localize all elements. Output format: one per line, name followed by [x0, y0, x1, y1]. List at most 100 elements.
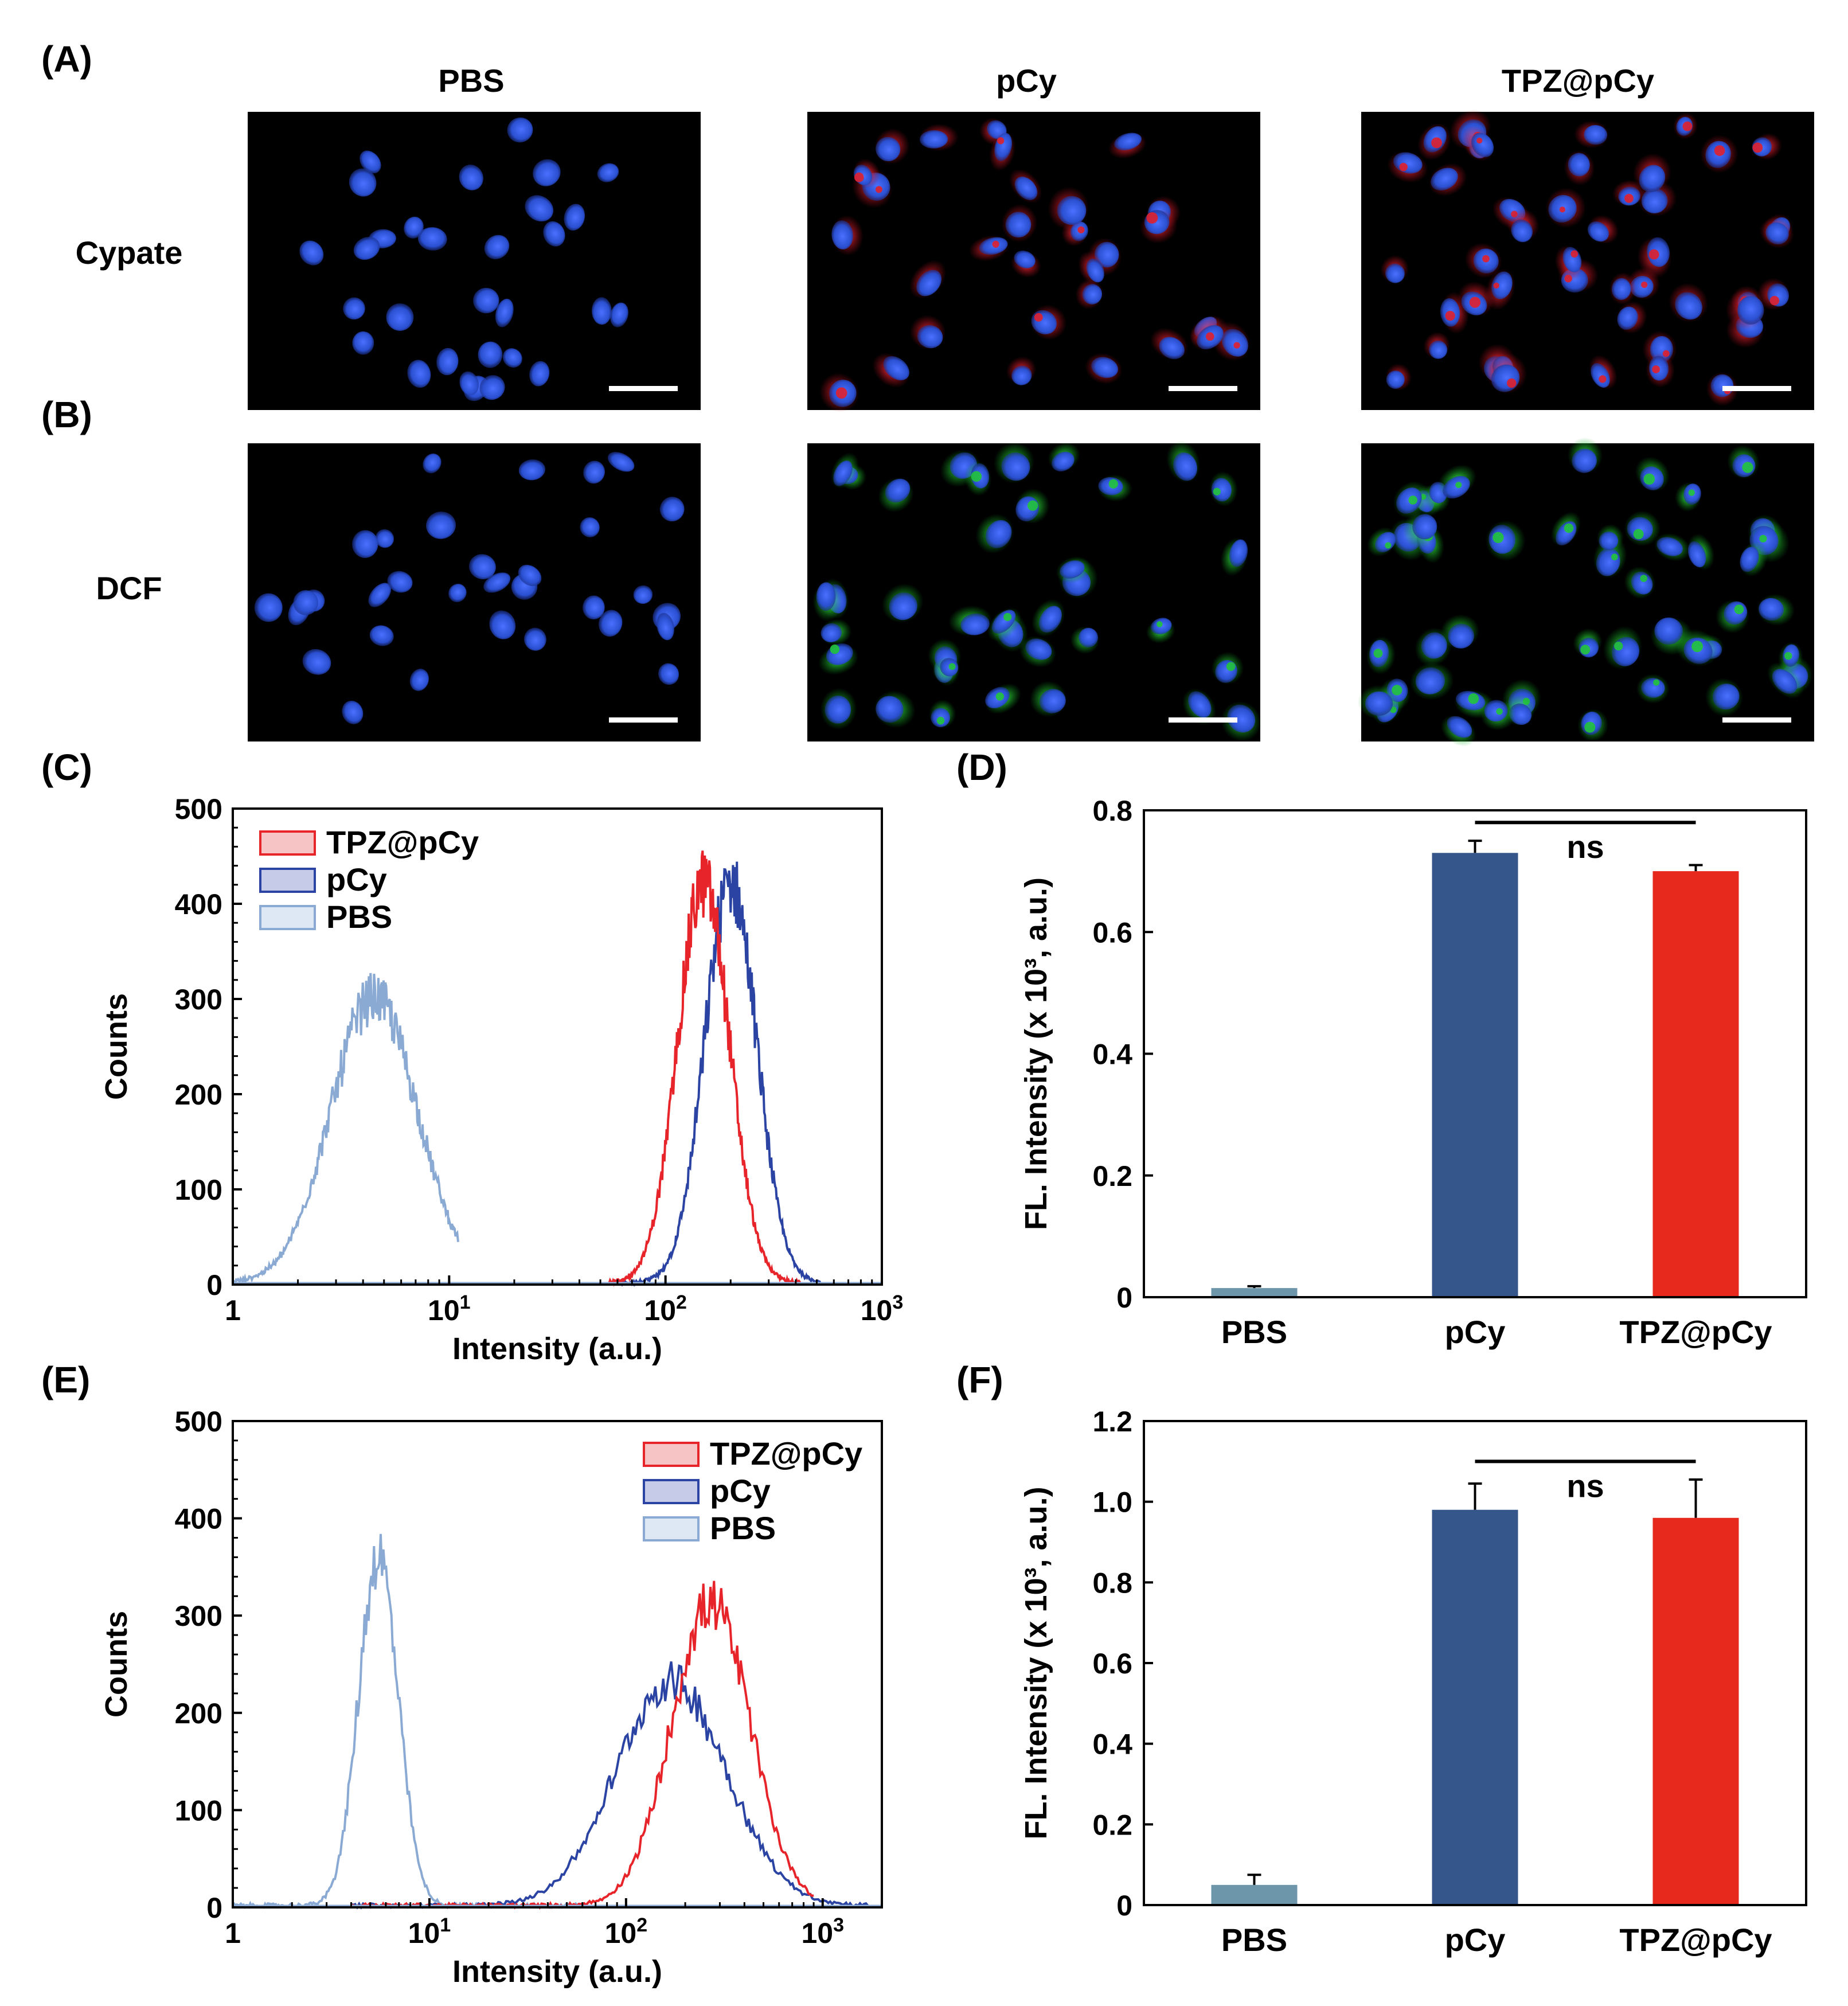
cell-nucleus: [1014, 251, 1036, 268]
x-tick-label: 101: [408, 1914, 451, 1949]
cell-nucleus: [342, 700, 364, 724]
cell-nucleus: [489, 610, 516, 639]
y-tick-label: 200: [175, 1079, 222, 1111]
category-label: TPZ@pCy: [1619, 1922, 1772, 1958]
y-tick-label: 300: [175, 1600, 222, 1632]
scale-bar: [1722, 717, 1791, 723]
x-axis-label: Intensity (a.u.): [452, 1954, 662, 1989]
micrograph-cypate-tpz-pcy: [1361, 109, 1814, 410]
cell-nucleus: [580, 517, 600, 537]
cypate-spot: [1205, 332, 1214, 341]
micrograph-dcf-tpz-pcy: [1357, 437, 1814, 747]
dcf-spot: [1614, 641, 1623, 651]
cell-nucleus: [409, 669, 429, 691]
cell-nucleus: [1772, 669, 1798, 694]
cell-nucleus: [1173, 452, 1198, 481]
cypate-spot: [1570, 250, 1579, 258]
legend-label: pCy: [326, 861, 387, 897]
cell-nucleus: [583, 460, 605, 484]
scale-bar: [609, 386, 678, 391]
cell-nucleus: [459, 165, 483, 190]
cell-nucleus: [479, 375, 505, 400]
legend-swatch: [259, 868, 316, 893]
cell-nucleus: [483, 572, 511, 593]
cell-nucleus: [1114, 132, 1142, 151]
category-label: PBS: [1221, 1922, 1287, 1958]
dcf-spot: [1564, 523, 1574, 533]
significance-label: ns: [1566, 829, 1604, 865]
cypate-spot: [1507, 378, 1517, 388]
dcf-spot: [1633, 529, 1644, 540]
cell-nucleus: [404, 216, 424, 239]
cell-nucleus: [507, 117, 533, 143]
y-tick-label: 1.0: [1092, 1486, 1132, 1519]
cell-nucleus: [417, 227, 447, 251]
cell-nucleus: [1365, 691, 1393, 716]
scale-bar: [609, 717, 678, 723]
cell-nucleus: [885, 478, 911, 503]
cypate-spot: [1469, 296, 1481, 308]
series-line-tpz-pcy: [350, 1580, 814, 1910]
dcf-spot: [995, 692, 1005, 701]
cell-nucleus: [833, 460, 853, 486]
cell-nucleus: [876, 696, 904, 723]
y-tick-label: 0: [206, 1892, 222, 1924]
cell-nucleus: [459, 371, 479, 396]
cell-nucleus: [518, 459, 545, 481]
cell-nucleus: [1060, 560, 1085, 579]
cell-nucleus: [352, 331, 374, 355]
cell-nucleus: [1737, 296, 1764, 325]
cypate-spot: [1493, 282, 1499, 289]
cell-nucleus: [1057, 196, 1087, 225]
cell-nucleus: [1227, 704, 1256, 733]
cypate-spot: [992, 240, 999, 248]
cell-nucleus: [1675, 292, 1702, 320]
bar-tpz-pcy: [1652, 871, 1739, 1297]
cell-nucleus: [1617, 306, 1638, 330]
dcf-spot: [1157, 621, 1163, 627]
cypate-spot: [1599, 375, 1607, 383]
dcf-spot: [971, 471, 982, 482]
dcf-spot: [936, 716, 945, 725]
cypate-spot: [1559, 206, 1566, 213]
legend-swatch: [259, 830, 316, 856]
cypate-spot: [1648, 249, 1659, 260]
cell-nucleus: [1415, 667, 1445, 694]
column-header-pbs: PBS: [438, 63, 504, 99]
cell-nucleus: [525, 195, 554, 222]
cell-nucleus: [349, 168, 377, 197]
cell-nucleus: [1385, 263, 1405, 283]
column-header-pcy: pCy: [996, 63, 1057, 99]
dcf-spot: [1027, 500, 1038, 511]
cell-nucleus: [610, 302, 628, 327]
cell-nucleus: [1599, 531, 1619, 551]
cell-nucleus: [607, 452, 635, 472]
cell-nucleus: [533, 159, 561, 186]
category-label: pCy: [1445, 1314, 1506, 1350]
cell-nucleus: [1656, 537, 1683, 556]
cell-nucleus: [1471, 132, 1494, 157]
x-tick-label: 1: [225, 1294, 241, 1326]
cell-nucleus: [353, 236, 380, 260]
cell-nucleus: [1484, 700, 1508, 722]
cell-nucleus: [1431, 167, 1458, 191]
cypate-spot: [1476, 138, 1483, 144]
cypate-spot: [1769, 295, 1780, 306]
cell-nucleus: [564, 204, 585, 231]
dcf-spot: [1385, 542, 1392, 549]
y-tick-label: 0: [1116, 1282, 1132, 1314]
cell-nucleus: [518, 564, 542, 587]
series-line-pbs: [232, 1533, 584, 1910]
cell-nucleus: [448, 584, 467, 603]
cell-nucleus: [1014, 177, 1038, 200]
bar-chart-d: PBS pCy TPZ@pCy 0 0.2 0.4 0.6 0.8 ns FL. Intensit…: [1019, 795, 1807, 1350]
y-tick-label: 0.6: [1092, 916, 1132, 949]
legend-label: pCy: [710, 1473, 771, 1509]
legend-swatch: [643, 1442, 700, 1467]
cell-nucleus: [473, 287, 499, 314]
cell-nucleus: [478, 341, 503, 368]
dcf-spot: [1742, 462, 1753, 473]
legend-label: TPZ@pCy: [326, 824, 479, 860]
y-tick-label: 0.2: [1092, 1809, 1132, 1841]
cell-nucleus: [633, 585, 653, 604]
